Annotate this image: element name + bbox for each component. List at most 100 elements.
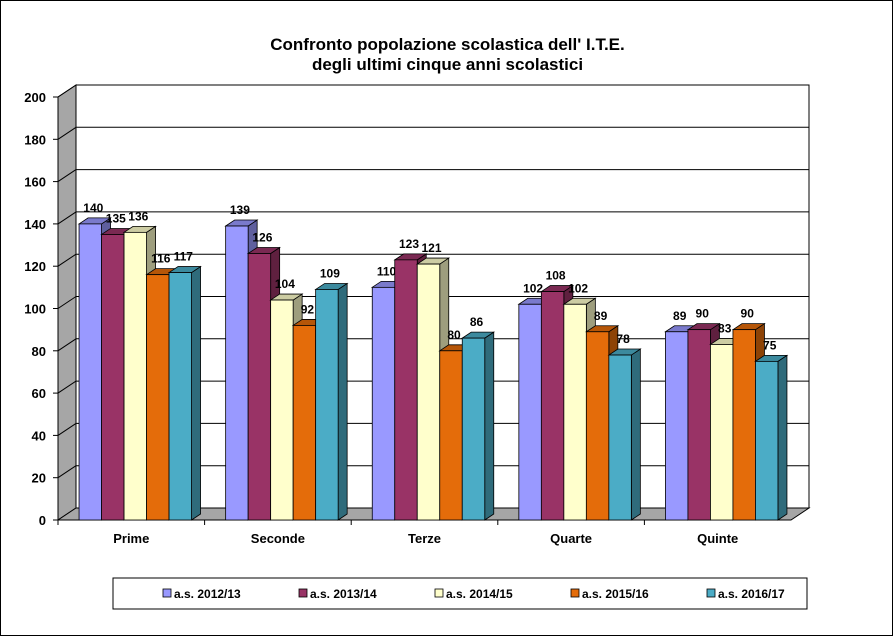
legend-item: a.s. 2012/13 (162, 587, 241, 601)
bar (460, 331, 496, 521)
y-tick-label: 0 (39, 513, 46, 528)
data-label: 136 (128, 209, 148, 223)
bar-front (315, 289, 339, 521)
legend-label: a.s. 2012/13 (174, 587, 241, 601)
x-tick-label: Seconde (251, 531, 305, 546)
data-label: 83 (718, 321, 732, 335)
data-label: 139 (230, 203, 250, 217)
legend-item: a.s. 2016/17 (706, 587, 785, 601)
data-label: 102 (523, 281, 543, 295)
data-label: 123 (399, 237, 419, 251)
bar (607, 348, 642, 521)
x-tick-label: Prime (113, 531, 149, 546)
bar-side (777, 354, 788, 521)
bar-front (371, 286, 396, 521)
bar-front (461, 337, 486, 521)
y-tick-label: 80 (32, 344, 46, 359)
bar-front (394, 259, 418, 521)
data-label: 75 (763, 338, 777, 352)
data-label: 78 (616, 332, 630, 346)
data-label: 121 (421, 241, 441, 255)
data-label: 126 (252, 231, 272, 245)
gridline-side (57, 84, 77, 98)
legend-swatch (162, 588, 172, 598)
bar-front (439, 350, 463, 521)
legend-item: a.s. 2014/15 (434, 587, 513, 601)
legend-swatch (434, 588, 444, 598)
y-tick-label: 180 (24, 132, 46, 147)
gridline-side (57, 126, 77, 140)
gridline-side (57, 338, 77, 352)
gridline-side (57, 380, 77, 394)
y-tick-label: 120 (24, 259, 46, 274)
bar-front (710, 344, 734, 521)
legend-label: a.s. 2013/14 (310, 587, 377, 601)
x-tick-label: Terze (408, 531, 441, 546)
chart-title-line-2: degli ultimi cinque anni scolastici (311, 55, 584, 74)
legend-label: a.s. 2015/16 (582, 587, 649, 601)
bar-front (585, 331, 610, 521)
data-label: 89 (673, 309, 687, 323)
bar-front (732, 329, 756, 521)
data-label: 102 (568, 281, 588, 295)
category-group-quinte: 89 90 83 90 75 (664, 307, 789, 521)
gridline-side (57, 296, 77, 309)
data-label: 140 (83, 201, 103, 215)
bar-front (608, 354, 632, 521)
legend-label: a.s. 2016/17 (718, 587, 785, 601)
data-label: 92 (301, 302, 315, 316)
gridline-side (57, 465, 77, 479)
data-label: 86 (470, 315, 484, 329)
chart-title-line-1: Confronto popolazione scolastica dell' I… (270, 35, 625, 54)
legend: a.s. 2012/13 a.s. 2013/14 a.s. 2014/15 a.s.… (112, 577, 808, 610)
y-tick-label: 20 (32, 471, 46, 486)
bar-side (191, 265, 201, 521)
x-tick-label: Quarte (550, 531, 592, 546)
bar-front (270, 299, 294, 521)
bar-front (101, 234, 125, 521)
bar-front (247, 253, 272, 521)
legend-box (112, 577, 808, 610)
y-tick-label: 160 (24, 175, 46, 190)
bar-front (168, 272, 192, 521)
gridline-side (57, 169, 77, 183)
y-tick-label: 100 (24, 302, 46, 317)
gridline-side (57, 253, 77, 267)
bar (314, 282, 349, 521)
bar (754, 354, 789, 521)
legend-swatch (298, 588, 308, 598)
legend-swatch (570, 588, 580, 598)
bar-side (337, 282, 348, 521)
legend-item: a.s. 2013/14 (298, 587, 377, 601)
bar-front (292, 325, 317, 521)
bar-front (665, 331, 689, 521)
bar-front (755, 360, 779, 521)
bar-side (484, 331, 495, 521)
data-label: 109 (320, 266, 340, 280)
bar-front (225, 225, 249, 521)
legend-swatch (706, 588, 716, 598)
data-label: 80 (447, 328, 461, 342)
bar-front (518, 303, 542, 521)
data-label: 108 (546, 269, 566, 283)
data-label: 117 (174, 250, 194, 264)
x-tick-label: Quinte (697, 531, 738, 546)
y-tick-label: 200 (24, 90, 46, 105)
y-tick-label: 140 (24, 217, 46, 232)
data-label: 110 (377, 264, 397, 278)
gridline-side (57, 422, 77, 436)
bar-side (630, 348, 641, 521)
data-label: 135 (106, 211, 126, 225)
bar-front (123, 231, 147, 521)
bar-front (78, 223, 102, 521)
legend-label: a.s. 2014/15 (446, 587, 513, 601)
gridline-side (57, 211, 77, 225)
y-tick-label: 40 (32, 428, 46, 443)
legend-item: a.s. 2015/16 (570, 587, 649, 601)
